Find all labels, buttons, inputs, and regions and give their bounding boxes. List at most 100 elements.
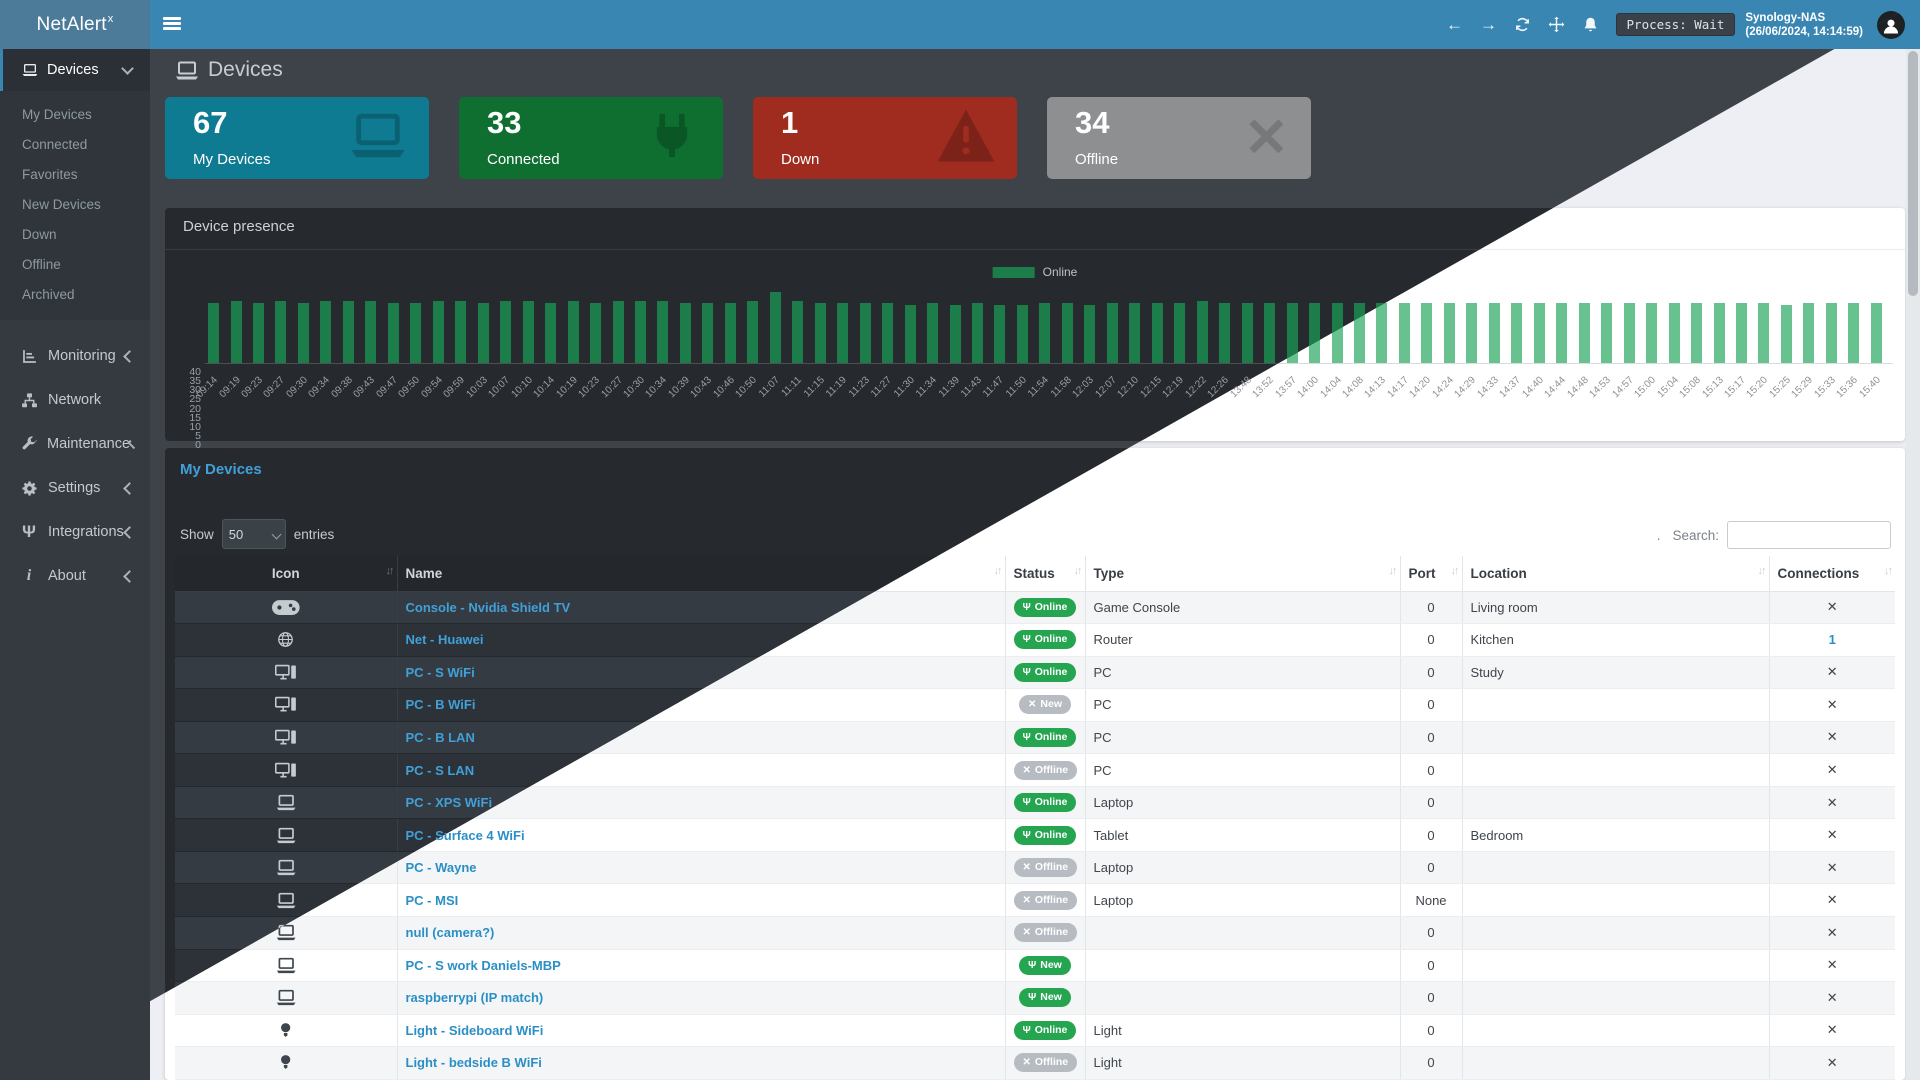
search-input[interactable] — [1727, 521, 1891, 549]
sort-icon[interactable]: ↓↑ — [1884, 565, 1893, 577]
sidebar-subitem-down[interactable]: Down — [22, 227, 57, 242]
chart-bar — [859, 302, 871, 363]
delete-connection-icon[interactable]: ✕ — [1826, 794, 1838, 810]
device-name-link[interactable]: PC - S LAN — [405, 762, 475, 778]
delete-connection-icon[interactable]: ✕ — [1826, 696, 1838, 712]
sidebar-subitem-offline[interactable]: Offline — [22, 257, 61, 272]
device-name-link[interactable]: PC - S WiFi — [405, 664, 475, 680]
table-title-tab[interactable]: My Devices — [180, 461, 262, 478]
brand-logo[interactable]: NetAlert​x — [0, 0, 150, 49]
column-header-location[interactable]: Location↓↑ — [1462, 556, 1770, 592]
bell-icon[interactable] — [1574, 0, 1608, 49]
delete-connection-icon[interactable]: ✕ — [1826, 989, 1838, 1005]
delete-connection-icon[interactable]: ✕ — [1826, 1054, 1838, 1070]
device-name-link[interactable]: Light - Sideboard WiFi — [405, 1022, 544, 1038]
column-header-type[interactable]: Type↓↑ — [1085, 556, 1401, 592]
delete-connection-icon[interactable]: ✕ — [1826, 827, 1838, 843]
device-name-link[interactable]: PC - B LAN — [405, 729, 475, 745]
chart-bar — [1151, 302, 1163, 363]
page-scrollbar[interactable] — [1906, 49, 1920, 1080]
device-name-link[interactable]: Net - Huawei — [405, 632, 484, 648]
sidebar-item-maintenance[interactable]: Maintenance — [0, 422, 150, 466]
stat-card-offline[interactable]: 34 Offline ✕ — [1047, 97, 1311, 179]
sidebar-item-network[interactable]: Network — [0, 378, 150, 422]
sidebar-sections: Monitoring Network Maintenance Settings … — [0, 334, 150, 598]
stat-card-down[interactable]: 1 Down — [753, 97, 1017, 179]
x-icon: ✕ — [1243, 108, 1289, 168]
sort-icon[interactable]: ↓↑ — [385, 565, 395, 577]
sort-icon[interactable]: ↓↑ — [1757, 565, 1767, 577]
sort-icon[interactable]: ↓↑ — [1388, 565, 1398, 577]
delete-connection-icon[interactable]: ✕ — [1826, 664, 1838, 680]
sidebar-subitem-connected[interactable]: Connected — [22, 137, 88, 152]
sidebar-item-devices[interactable]: Devices — [0, 49, 150, 91]
stat-card-my-devices[interactable]: 67 My Devices — [165, 97, 429, 179]
device-name-link[interactable]: Console - Nvidia Shield TV — [405, 599, 571, 615]
table-row[interactable]: Light - bedside B WiFi ✕Offline Light 0 … — [175, 1046, 1895, 1080]
stat-cards: 67 My Devices 33 Connected 1 Down 34 Off… — [165, 97, 1905, 179]
table-row[interactable]: PC - Wayne ✕Offline Laptop 0 ✕ — [175, 851, 1895, 885]
device-name-link[interactable]: PC - S work Daniels-MBP — [405, 957, 561, 973]
delete-connection-icon[interactable]: ✕ — [1826, 892, 1838, 908]
delete-connection-icon[interactable]: ✕ — [1826, 729, 1838, 745]
column-header-icon[interactable]: Icon↓↑ — [175, 556, 398, 592]
chart-bar — [1803, 302, 1815, 363]
sort-icon[interactable]: ↓↑ — [1450, 565, 1460, 577]
sidebar-item-integrations[interactable]: Ψ Integrations — [0, 510, 150, 554]
chart-bar — [1084, 304, 1096, 363]
delete-connection-icon[interactable]: ✕ — [1826, 957, 1838, 973]
sidebar-item-monitoring[interactable]: Monitoring — [0, 334, 150, 378]
sort-icon[interactable]: ↓↑ — [993, 565, 1003, 577]
forward-arrow-icon[interactable]: → — [1480, 14, 1498, 34]
sidebar-subitem-archived[interactable]: Archived — [22, 287, 75, 302]
chart-legend[interactable]: Online — [992, 265, 1078, 279]
table-row[interactable]: PC - MSI ✕Offline Laptop None ✕ — [175, 883, 1895, 917]
device-name-link[interactable]: null (camera?) — [405, 925, 495, 941]
delete-connection-icon[interactable]: ✕ — [1826, 859, 1838, 875]
connections-link[interactable]: 1 — [1828, 632, 1836, 648]
device-name-link[interactable]: PC - MSI — [405, 892, 459, 908]
chart-bar — [1174, 302, 1186, 363]
move-icon[interactable] — [1540, 0, 1574, 49]
menu-toggle-icon[interactable] — [163, 17, 181, 31]
sidebar-subitem-new-devices[interactable]: New Devices — [22, 197, 101, 212]
device-name-link[interactable]: Light - bedside B WiFi — [405, 1055, 542, 1071]
device-name-link[interactable]: PC - B WiFi — [405, 697, 476, 713]
port-cell: 0 — [1400, 916, 1463, 950]
column-header-status[interactable]: Status↓↑ — [1005, 556, 1086, 592]
refresh-icon[interactable] — [1506, 0, 1540, 49]
column-header-connections[interactable]: Connections↓↑ — [1769, 556, 1895, 592]
table-row[interactable]: null (camera?) ✕Offline 0 ✕ — [175, 916, 1895, 950]
column-header-port[interactable]: Port↓↑ — [1400, 556, 1463, 592]
stat-card-connected[interactable]: 33 Connected — [459, 97, 723, 179]
device-name-link[interactable]: PC - Wayne — [405, 860, 477, 876]
sidebar-subitem-my-devices[interactable]: My Devices — [22, 107, 92, 122]
chart-bar — [1016, 304, 1028, 363]
legend-label: Online — [1042, 265, 1078, 279]
delete-connection-icon[interactable]: ✕ — [1826, 924, 1838, 940]
sidebar-subitem-favorites[interactable]: Favorites — [22, 167, 78, 182]
device-name-link[interactable]: raspberrypi (IP match) — [405, 990, 544, 1006]
delete-connection-icon[interactable]: ✕ — [1826, 1022, 1838, 1038]
chart-bar — [1466, 302, 1478, 363]
port-cell: 0 — [1400, 688, 1463, 722]
sidebar-item-settings[interactable]: Settings — [0, 466, 150, 510]
delete-connection-icon[interactable]: ✕ — [1826, 762, 1838, 777]
sidebar-item-about[interactable]: i About — [0, 554, 150, 598]
delete-connection-icon[interactable]: ✕ — [1826, 599, 1838, 615]
connections-cell: ✕ — [1769, 818, 1895, 852]
chart-bar — [1443, 302, 1455, 363]
chart-bar — [1061, 302, 1073, 363]
entries-select[interactable]: 50 — [221, 519, 286, 549]
column-header-name[interactable]: Name↓↑ — [397, 556, 1006, 592]
back-arrow-icon[interactable]: ← — [1446, 14, 1464, 34]
device-name-link[interactable]: PC - XPS WiFi — [405, 795, 493, 811]
scrollbar-thumb[interactable] — [1908, 51, 1918, 296]
chart-bar — [1623, 302, 1635, 363]
sort-icon[interactable]: ↓↑ — [1073, 565, 1083, 577]
